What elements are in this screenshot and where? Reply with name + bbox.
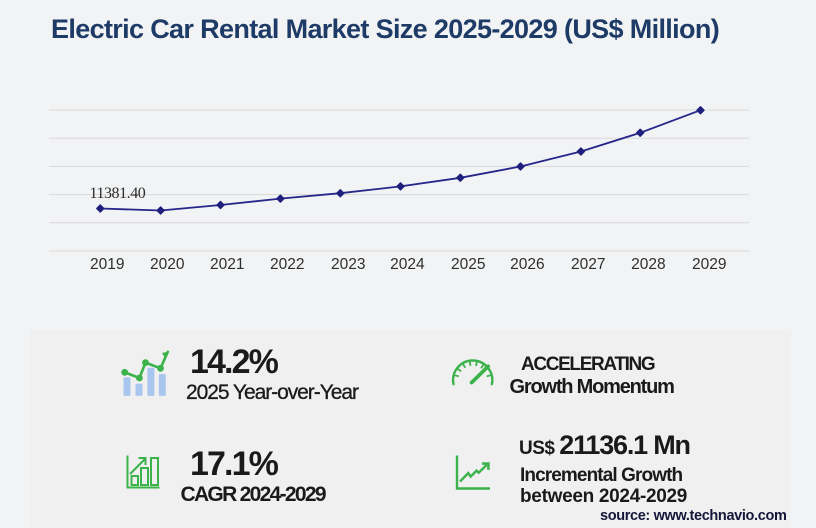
svg-text:2023: 2023 (331, 256, 365, 273)
svg-text:2019: 2019 (90, 256, 124, 273)
svg-text:2021: 2021 (210, 256, 244, 273)
svg-text:2025: 2025 (451, 256, 485, 273)
svg-text:2028: 2028 (631, 256, 665, 273)
svg-text:2027: 2027 (571, 256, 605, 273)
svg-text:2029: 2029 (692, 256, 726, 273)
svg-text:11381.40: 11381.40 (90, 185, 146, 202)
svg-text:2026: 2026 (510, 256, 544, 273)
svg-text:2022: 2022 (270, 256, 304, 273)
svg-text:2020: 2020 (150, 256, 185, 273)
svg-text:2024: 2024 (390, 256, 425, 273)
